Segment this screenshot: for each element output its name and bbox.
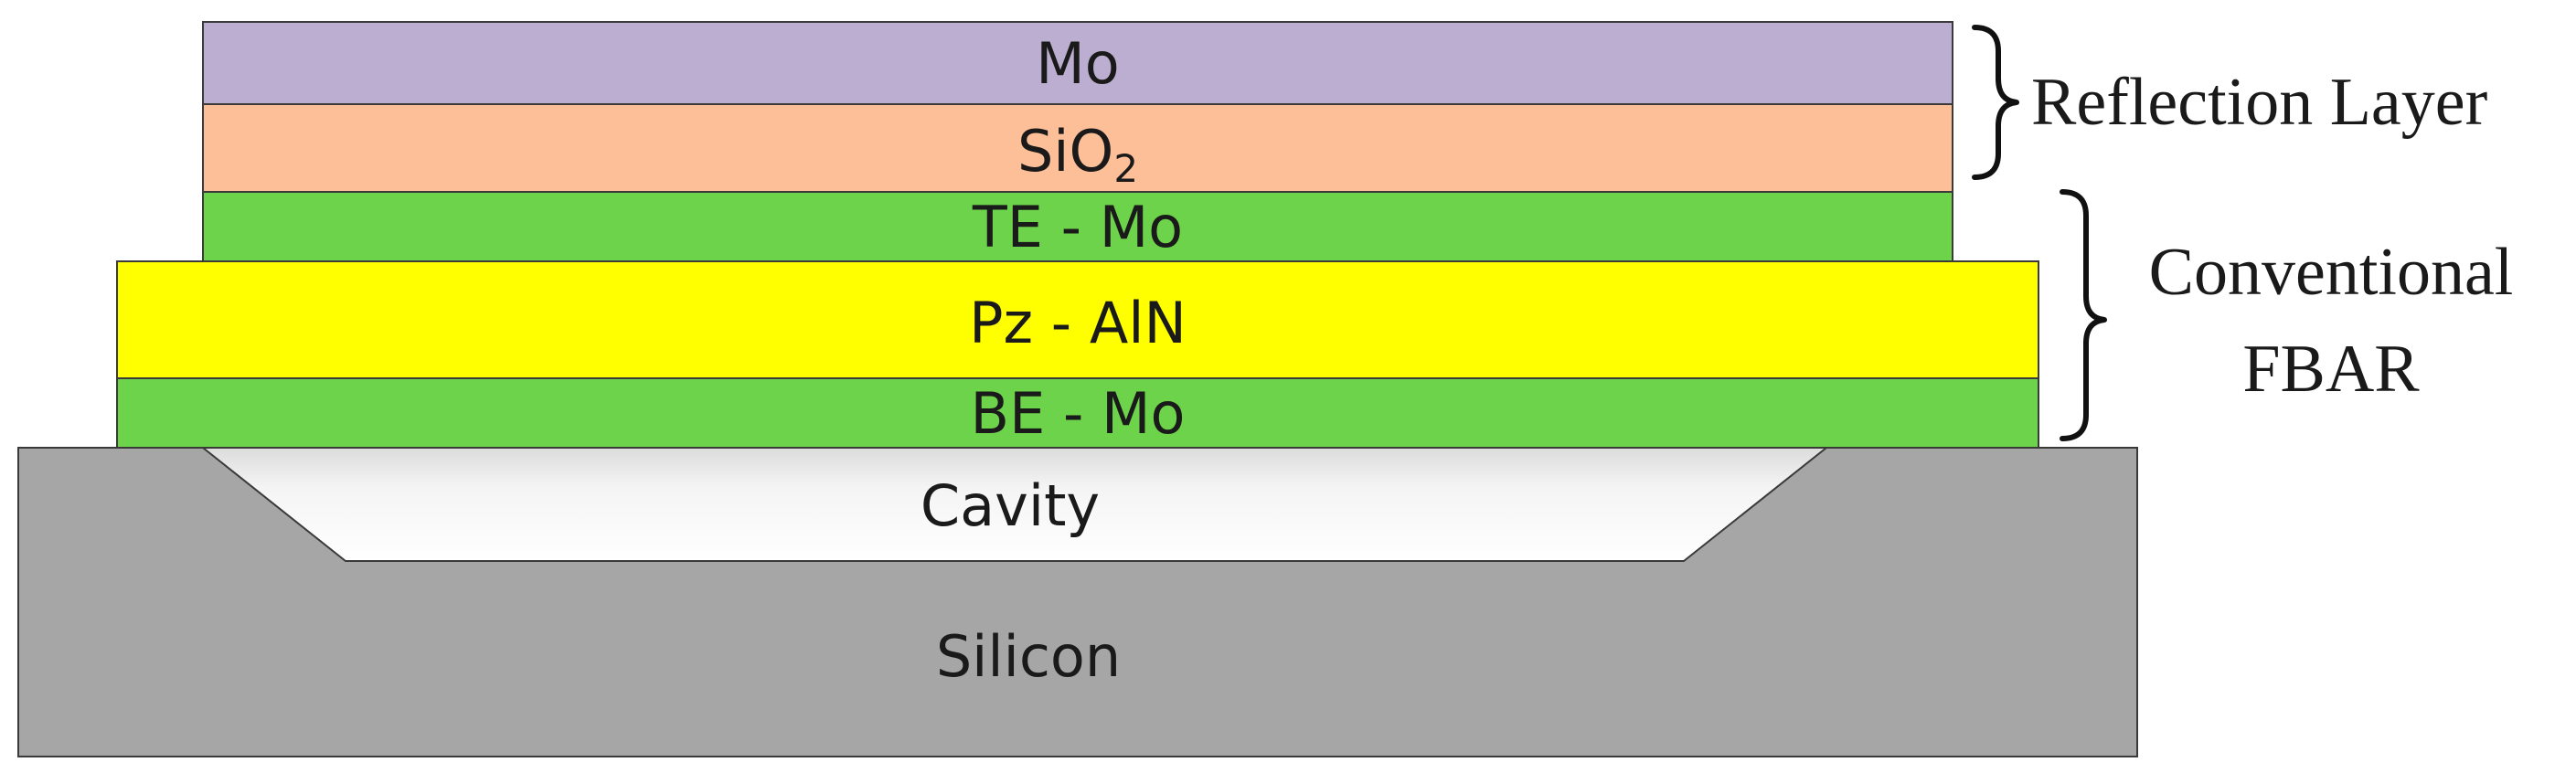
be-mo-label: BE - Mo: [971, 380, 1186, 447]
conventional-fbar-brace: [2060, 189, 2107, 441]
reflection-layer-label: Reflection Layer: [2031, 65, 2487, 140]
sio2-label-main: SiO: [1017, 118, 1113, 185]
silicon-label: Silicon: [936, 623, 1121, 690]
sio2-label: SiO2: [1017, 118, 1138, 191]
conventional-fbar-label-line2: FBAR: [2242, 332, 2420, 407]
sio2-label-subscript: 2: [1113, 146, 1138, 191]
be-mo-layer: [116, 377, 2039, 449]
te-mo-layer: [202, 191, 1953, 262]
mo-top-label: Mo: [1036, 30, 1119, 97]
conventional-fbar-label-line1: Conventional: [2149, 235, 2514, 310]
pz-aln-label: Pz - AlN: [969, 290, 1187, 356]
mo-top-layer: [202, 21, 1953, 105]
pz-aln-layer: [116, 260, 2039, 379]
reflection-layer-brace: [1972, 25, 2019, 180]
sio2-layer: [202, 103, 1953, 193]
te-mo-label: TE - Mo: [972, 194, 1183, 260]
cavity-label: Cavity: [921, 472, 1100, 539]
